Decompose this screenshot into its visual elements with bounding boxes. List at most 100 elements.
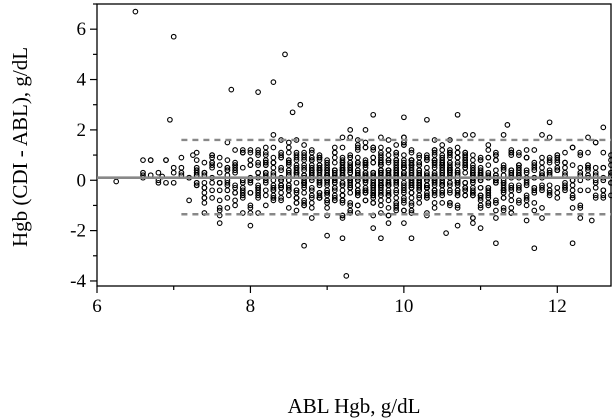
data-point — [454, 189, 461, 196]
data-point — [308, 154, 315, 161]
data-point — [354, 189, 361, 196]
data-point — [354, 147, 361, 153]
data-point — [370, 200, 377, 206]
data-point — [447, 202, 453, 209]
data-point — [592, 169, 599, 176]
data-point — [308, 164, 315, 171]
data-point — [308, 200, 315, 206]
data-point — [539, 184, 545, 191]
data-point — [378, 179, 384, 186]
data-point-outlier — [140, 157, 146, 163]
data-point — [201, 179, 208, 186]
data-point-outlier — [170, 33, 177, 40]
data-point — [608, 179, 612, 186]
data-point — [393, 182, 400, 189]
data-point — [255, 162, 261, 168]
data-points — [113, 8, 612, 279]
data-point — [385, 205, 392, 211]
data-point — [454, 179, 461, 186]
data-point — [262, 187, 269, 194]
x-tick-label: 6 — [92, 296, 102, 317]
data-point — [608, 162, 612, 168]
data-point — [424, 154, 430, 161]
data-point — [293, 200, 300, 206]
data-point — [270, 144, 277, 151]
data-point — [285, 167, 292, 174]
data-point — [485, 154, 492, 161]
data-point — [470, 132, 476, 138]
data-point — [424, 195, 430, 201]
data-point-outlier — [247, 222, 254, 229]
data-point — [431, 179, 438, 186]
data-point — [500, 132, 507, 138]
data-point — [585, 162, 591, 168]
data-point — [408, 210, 415, 216]
data-point — [224, 187, 231, 194]
data-point — [193, 149, 200, 156]
data-point — [270, 132, 277, 138]
data-point-outlier — [343, 273, 350, 279]
data-point — [554, 189, 561, 196]
x-tick-label: 12 — [548, 296, 567, 317]
data-point — [278, 167, 284, 174]
data-point-outlier — [167, 116, 173, 123]
data-point — [554, 195, 561, 201]
data-point — [354, 187, 361, 194]
data-point — [262, 159, 269, 166]
data-point — [308, 192, 315, 199]
data-point — [516, 200, 522, 206]
data-point — [293, 154, 300, 161]
data-point — [424, 192, 430, 199]
data-point — [378, 152, 384, 158]
data-point — [316, 167, 323, 174]
data-point — [347, 127, 354, 133]
data-point — [485, 192, 492, 199]
data-point — [285, 184, 292, 191]
data-point — [385, 152, 392, 158]
data-point — [247, 179, 254, 186]
data-point — [424, 164, 430, 171]
data-point — [385, 192, 392, 199]
data-point — [339, 187, 346, 194]
data-point — [201, 195, 208, 201]
y-axis-label: Hgb (CDI - ABL), g/dL — [8, 47, 32, 247]
data-point — [347, 154, 354, 161]
data-point — [347, 200, 354, 206]
data-point — [362, 162, 369, 168]
data-point — [516, 197, 522, 204]
data-point — [516, 167, 522, 174]
data-point — [354, 202, 361, 209]
data-point — [209, 195, 215, 201]
data-point — [523, 217, 530, 224]
data-point-outlier — [201, 184, 208, 191]
data-point — [270, 197, 277, 204]
data-point — [262, 179, 269, 186]
data-point — [393, 142, 400, 148]
data-point — [216, 154, 223, 161]
data-point — [523, 195, 530, 201]
data-point — [170, 179, 177, 186]
data-point — [324, 205, 330, 211]
data-point — [424, 184, 430, 191]
data-point — [201, 200, 208, 206]
data-point — [370, 169, 377, 176]
data-point — [447, 169, 453, 176]
data-point — [493, 157, 499, 163]
data-point — [470, 152, 476, 158]
data-point — [232, 169, 238, 176]
data-point — [592, 184, 599, 191]
data-point — [539, 154, 545, 161]
data-point — [339, 179, 346, 186]
data-point — [569, 182, 576, 189]
data-point-outlier — [289, 109, 296, 116]
data-point-outlier — [255, 89, 261, 95]
data-point — [408, 195, 415, 201]
data-point — [324, 169, 330, 176]
data-point — [331, 195, 338, 201]
data-point-outlier — [297, 101, 304, 108]
data-point — [531, 159, 538, 166]
data-point — [431, 192, 438, 199]
data-point-outlier — [324, 232, 330, 239]
data-point — [262, 157, 269, 163]
data-point — [278, 189, 284, 196]
